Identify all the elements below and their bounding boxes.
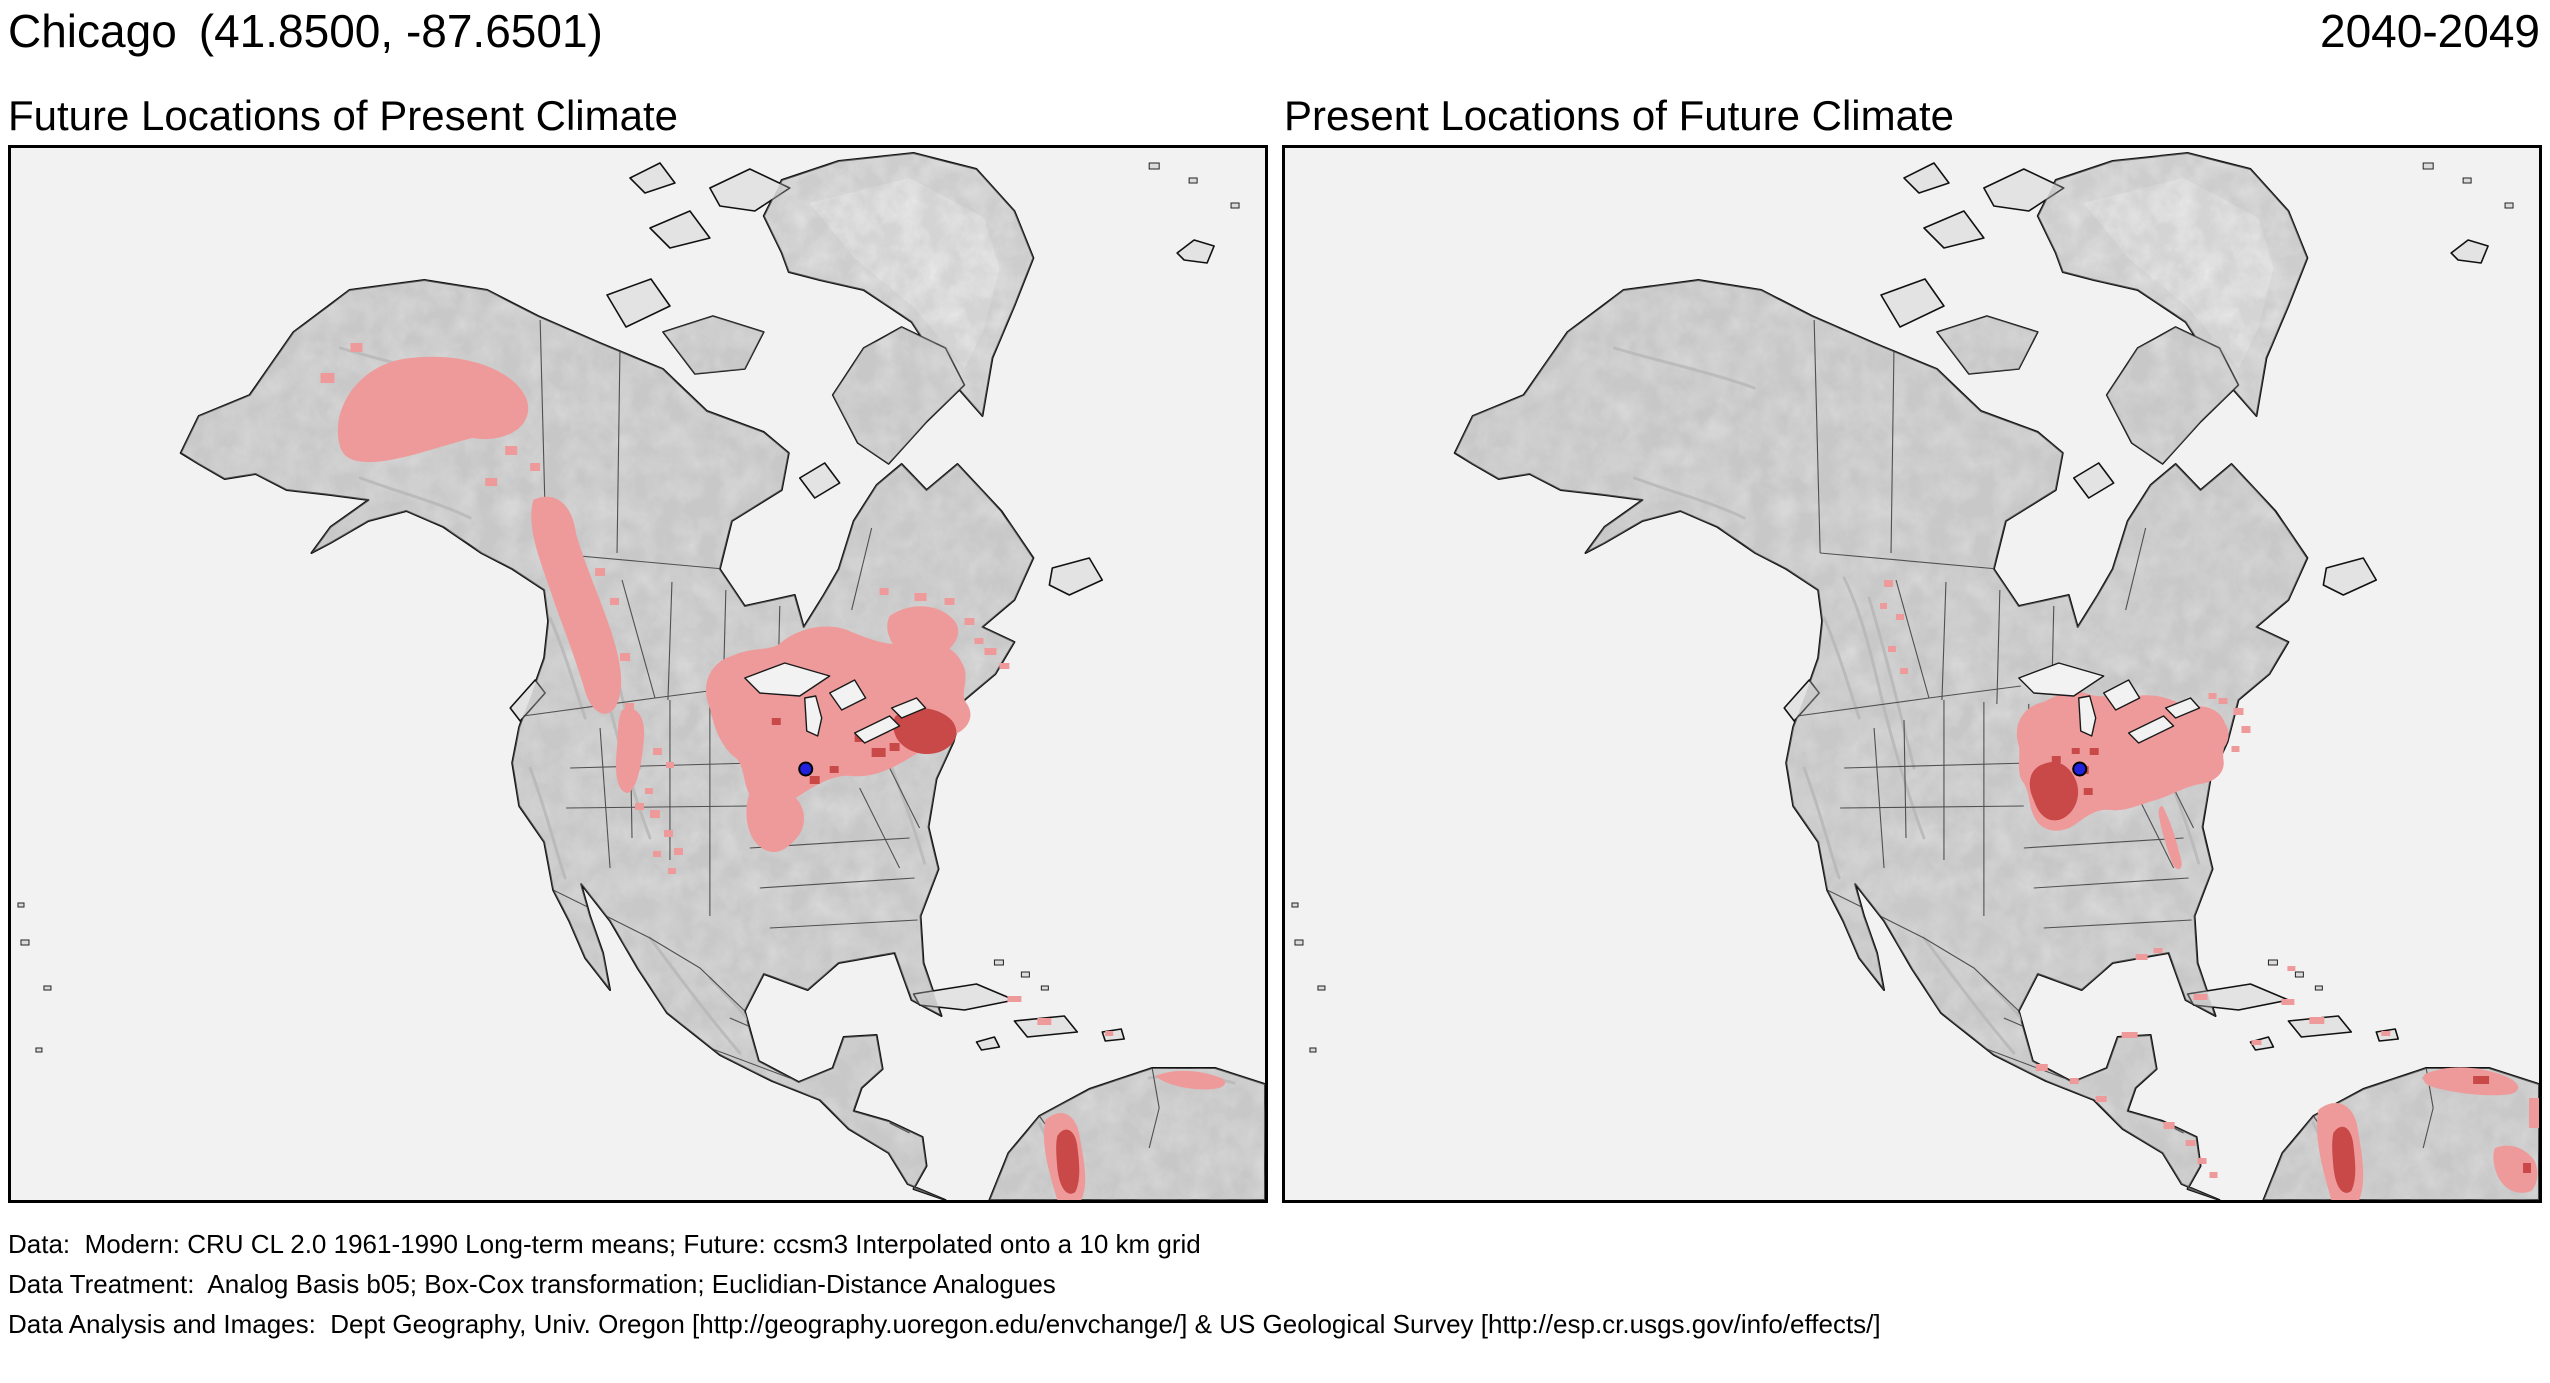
chicago-marker-left [798,761,814,777]
map-left-future-locations [8,145,1268,1203]
map-right-present-locations [1282,145,2542,1203]
right-panel-title: Present Locations of Future Climate [1284,92,1954,139]
analog-region-overlay-left [320,343,1226,1200]
chicago-marker-right [2072,761,2088,777]
caption-data-treatment: Data Treatment: Analog Basis b05; Box-Co… [8,1269,1056,1299]
city-name: Chicago [8,5,177,57]
caption-data: Data: Modern: CRU CL 2.0 1961-1990 Long-… [8,1229,1201,1259]
left-panel-title: Future Locations of Present Climate [8,92,678,139]
time-period: 2040-2049 [2320,5,2540,57]
footer-captions: Data: Modern: CRU CL 2.0 1961-1990 Long-… [8,1224,1881,1344]
caption-credits: Data Analysis and Images: Dept Geography… [8,1309,1881,1339]
map-left-svg [11,148,1265,1200]
page-title: Chicago (41.8500, -87.6501) [8,4,603,58]
map-right-svg [1285,148,2539,1200]
city-coordinates: (41.8500, -87.6501) [198,5,603,57]
